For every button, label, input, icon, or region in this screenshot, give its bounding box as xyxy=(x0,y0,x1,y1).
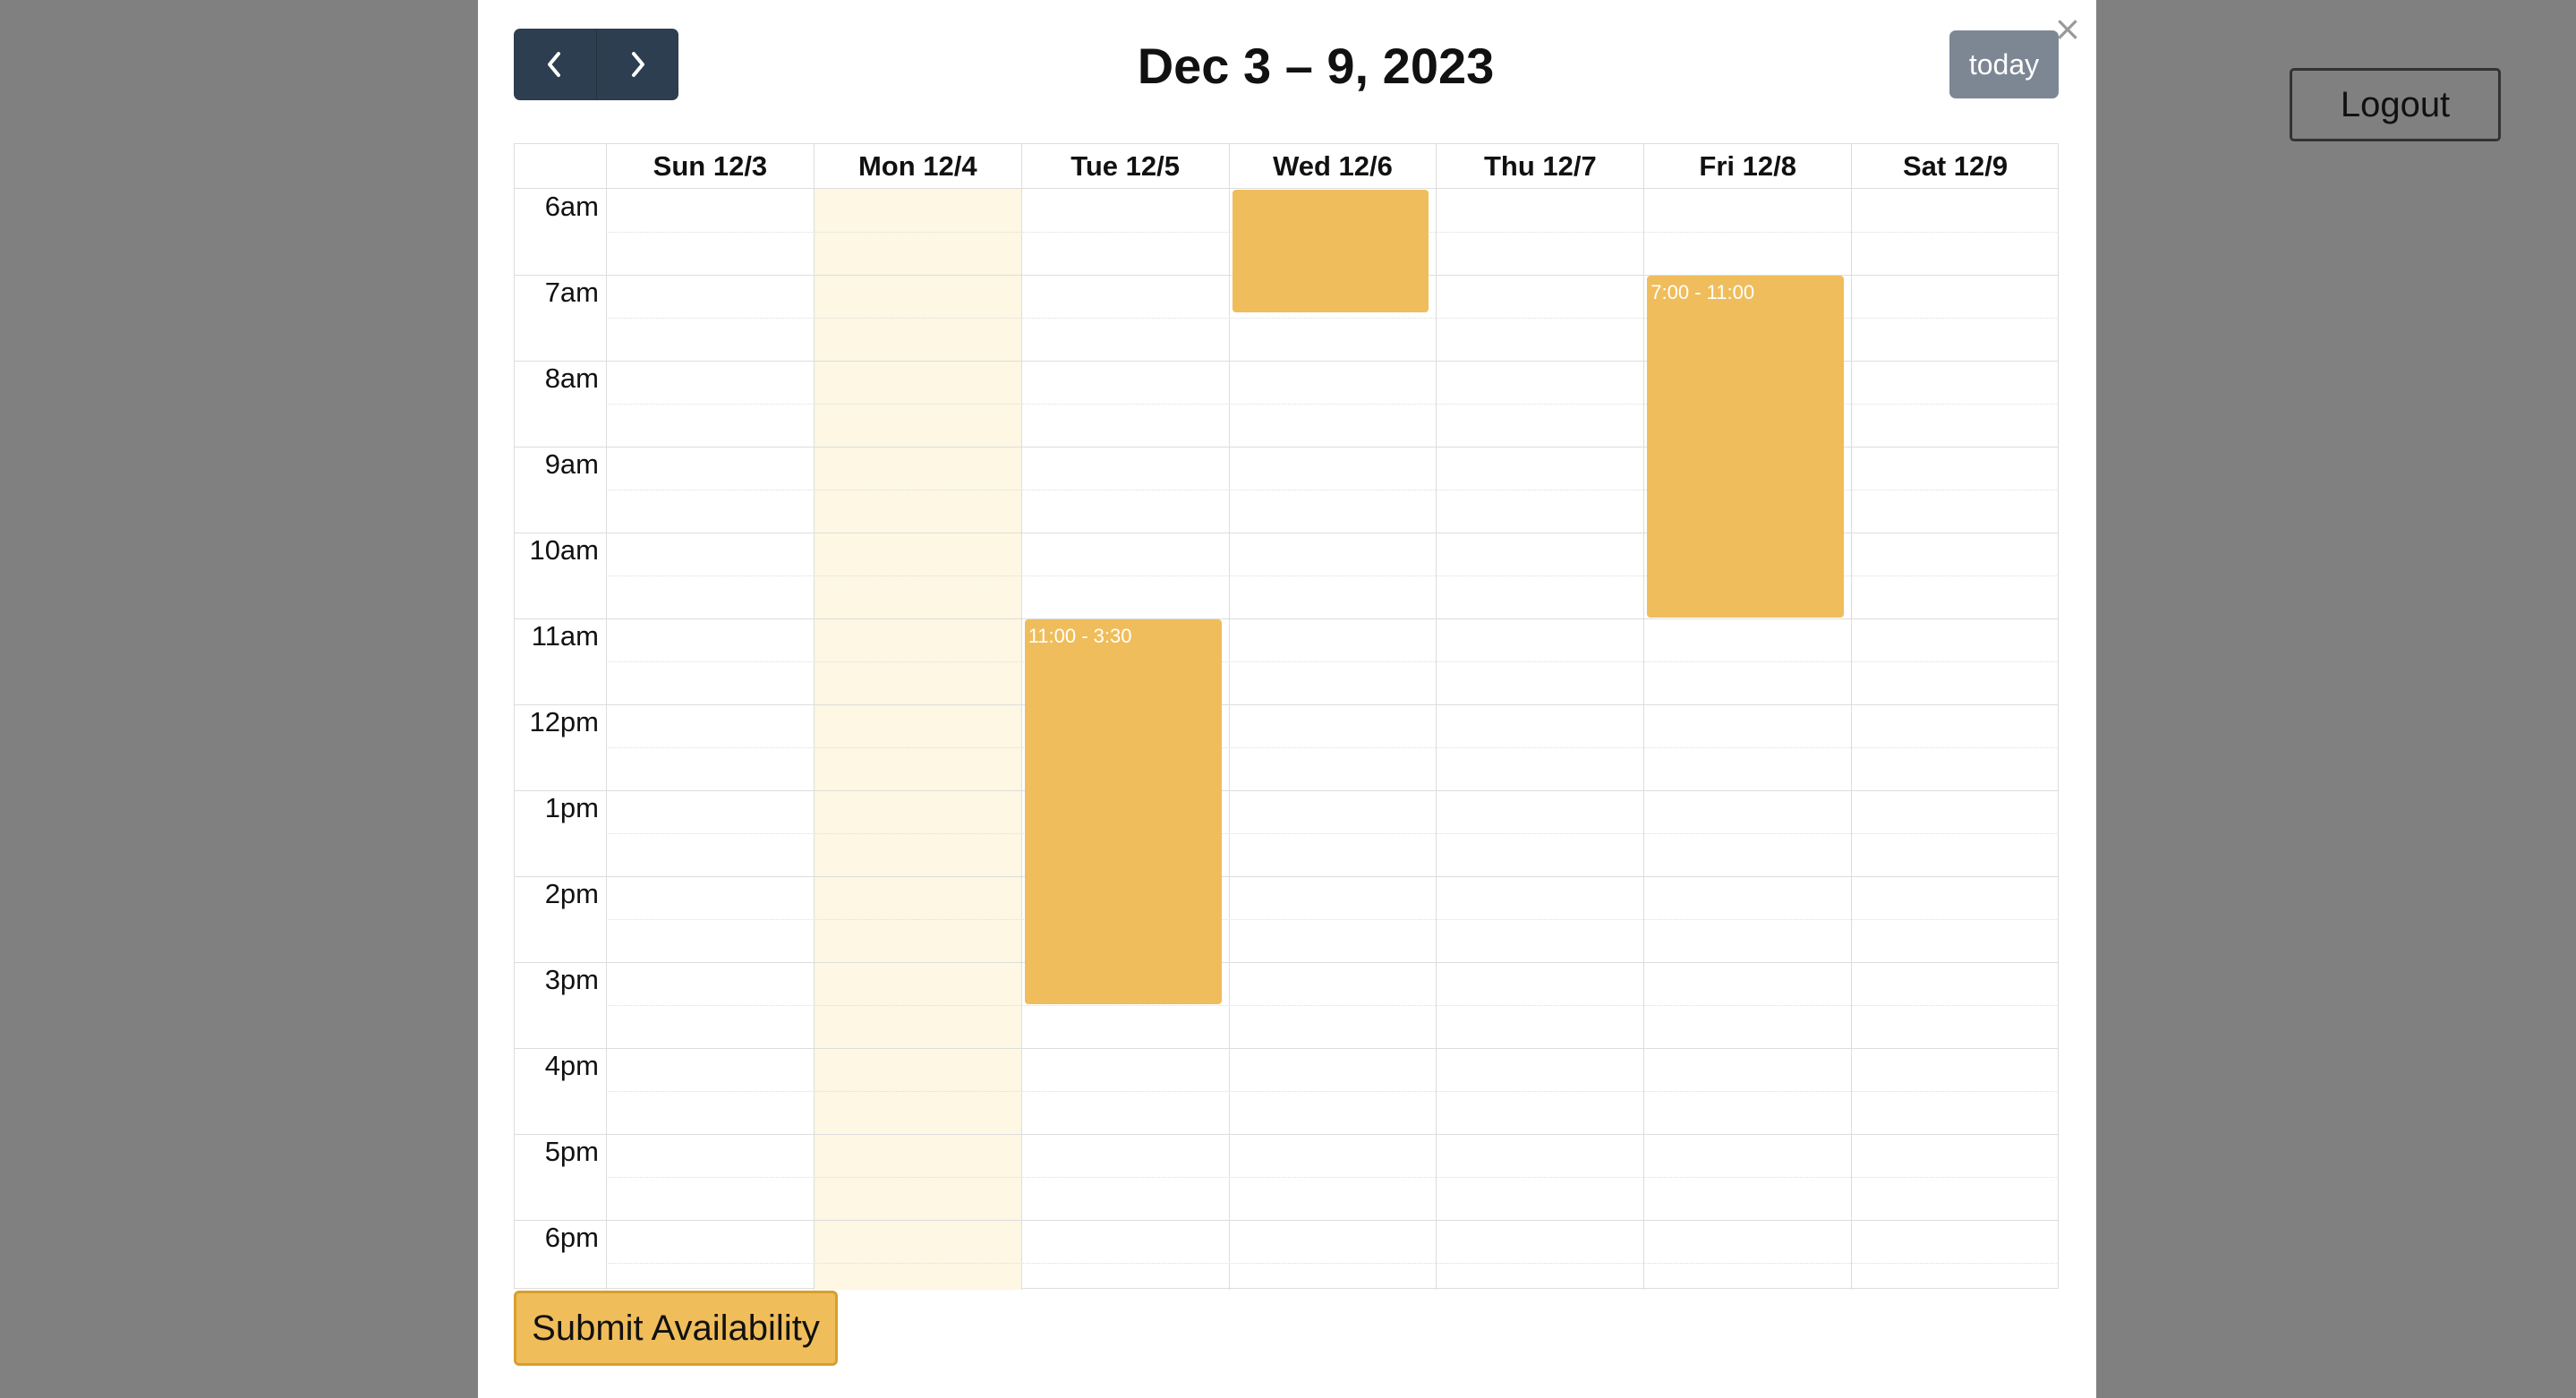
day-header: Fri 12/8 xyxy=(1643,144,1851,188)
half-hour-line xyxy=(606,1005,2059,1006)
hour-line xyxy=(515,1048,2059,1049)
time-label: 5pm xyxy=(544,1136,599,1167)
time-label: 6pm xyxy=(544,1222,599,1253)
next-week-button[interactable] xyxy=(595,29,679,100)
prev-week-button[interactable] xyxy=(514,29,596,100)
day-header: Sat 12/9 xyxy=(1851,144,2059,188)
time-label: 9am xyxy=(544,448,599,480)
time-label: 11am xyxy=(531,620,599,652)
time-label: 8am xyxy=(544,362,599,394)
day-column[interactable] xyxy=(606,189,814,1290)
time-label: 12pm xyxy=(529,706,599,737)
half-hour-line xyxy=(606,661,2059,662)
hour-line xyxy=(515,447,2059,448)
hour-line xyxy=(515,361,2059,362)
time-label: 3pm xyxy=(544,964,599,995)
half-hour-line xyxy=(606,318,2059,319)
half-hour-line xyxy=(606,1177,2059,1178)
day-column[interactable] xyxy=(1643,189,1851,1290)
hour-line xyxy=(515,790,2059,791)
half-hour-line xyxy=(606,404,2059,405)
time-label: 2pm xyxy=(544,878,599,909)
day-column[interactable] xyxy=(1851,189,2059,1290)
day-column[interactable] xyxy=(1436,189,1643,1290)
availability-event[interactable] xyxy=(1232,190,1429,313)
day-header: Thu 12/7 xyxy=(1436,144,1643,188)
time-axis: 6am 7am 8am 9am 10am 11am 12pm 1pm 2pm 3pm 4pm 5pm 6… xyxy=(515,189,606,1290)
hour-line xyxy=(515,876,2059,877)
chevron-left-icon xyxy=(547,52,560,77)
availability-event[interactable]: 7:00 - 11:00 xyxy=(1647,276,1845,618)
day-column[interactable] xyxy=(1020,189,1229,1290)
logout-button[interactable]: Logout xyxy=(2290,68,2501,141)
chevron-right-icon xyxy=(632,52,645,77)
submit-availability-button[interactable]: Submit Availability xyxy=(514,1291,838,1366)
availability-event[interactable]: 11:00 - 3:30 xyxy=(1024,619,1222,1004)
day-header: Mon 12/4 xyxy=(813,144,1021,188)
time-label: 6am xyxy=(544,191,599,222)
time-label: 10am xyxy=(529,534,599,566)
time-label: 1pm xyxy=(544,792,599,823)
day-header-row: Sun 12/3 Mon 12/4 Tue 12/5 Wed 12/6 Thu 12/7… xyxy=(515,144,2058,189)
week-navigation xyxy=(514,29,678,100)
day-header: Sun 12/3 xyxy=(606,144,814,188)
hour-line xyxy=(515,1220,2059,1221)
day-column[interactable] xyxy=(1228,189,1437,1290)
day-header: Tue 12/5 xyxy=(1020,144,1229,188)
half-hour-line xyxy=(606,1263,2059,1264)
day-header: Wed 12/6 xyxy=(1228,144,1437,188)
time-grid: 11:00 - 3:30 7:00 - 11:00 xyxy=(515,189,2059,1290)
half-hour-line xyxy=(606,833,2059,834)
time-label: 4pm xyxy=(544,1050,599,1081)
half-hour-line xyxy=(606,1091,2059,1092)
half-hour-line xyxy=(606,575,2059,576)
week-calendar: Sun 12/3 Mon 12/4 Tue 12/5 Wed 12/6 Thu 12/7… xyxy=(514,143,2059,1290)
week-title: Dec 3 – 9, 2023 xyxy=(1137,38,1495,94)
today-button[interactable]: today xyxy=(1949,30,2059,98)
day-column-today[interactable] xyxy=(813,189,1021,1290)
time-label: 7am xyxy=(544,277,599,308)
hour-line xyxy=(515,1134,2059,1135)
hour-line xyxy=(515,704,2059,705)
hour-line xyxy=(515,618,2059,619)
hour-line xyxy=(515,962,2059,963)
half-hour-line xyxy=(606,747,2059,748)
half-hour-line xyxy=(606,919,2059,920)
